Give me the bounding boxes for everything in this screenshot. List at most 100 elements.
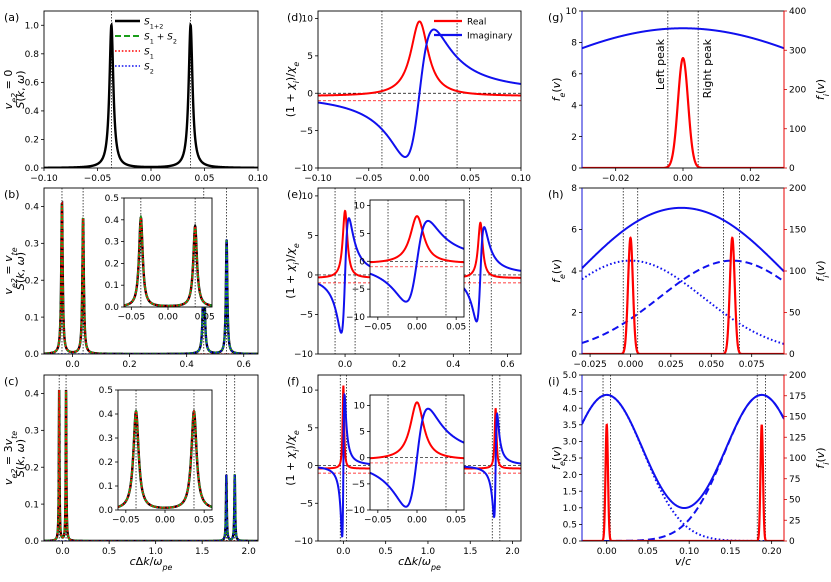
y-axis-label: (1 + χi)/χe xyxy=(284,243,301,299)
y-tick-label: 0.0 xyxy=(99,506,114,516)
x-tick-label: 0.0 xyxy=(336,547,351,557)
panel-a: −0.10 −0.05 0.00 0.05 0.10 0.0 0.2 0.4 0.6 0.8 1.0… xyxy=(2,10,268,184)
inset-real-line xyxy=(370,215,464,264)
x-tick-label: 0.5 xyxy=(379,547,393,557)
y-tick-label: 2.5 xyxy=(563,454,577,464)
electron-component-line xyxy=(582,259,784,344)
y-axis-label: S(k, ω) xyxy=(14,439,27,477)
label-part: χ xyxy=(284,248,297,256)
x-axis-label: v/c xyxy=(675,555,691,568)
x-tick-label: 0.5 xyxy=(102,547,116,557)
y-tick-label-right: 200 xyxy=(789,86,806,96)
y-tick-label: −5 xyxy=(352,285,365,295)
axes-frame xyxy=(317,374,522,542)
x-tick-label: 0.2 xyxy=(392,360,406,370)
y-tick-label: 8 xyxy=(571,39,577,49)
label-part: pe xyxy=(430,563,441,572)
label-part: ( xyxy=(814,90,827,94)
label-part: c xyxy=(685,555,691,568)
label-part: k xyxy=(14,272,27,279)
y-tick-label-right: 150 xyxy=(789,226,806,236)
y-tick-label-right: 25 xyxy=(789,516,800,526)
label-part: )/ xyxy=(284,441,297,449)
y-tick-label: −10 xyxy=(294,164,313,174)
label-part: k xyxy=(14,90,27,97)
y-tick-label-right: 125 xyxy=(789,433,806,443)
y-axis-label-right: fi(v) xyxy=(814,260,831,281)
y-tick-label: 0.0 xyxy=(25,164,40,174)
x-tick-label: 0.10 xyxy=(248,174,268,184)
x-tick-label: 0.000 xyxy=(618,360,644,370)
real-part-line xyxy=(318,20,521,97)
y-tick-label: 2.0 xyxy=(563,471,578,481)
label-part: Δ xyxy=(404,555,412,568)
y-axis-label-right: fi(v) xyxy=(814,447,831,468)
y-tick-label-right: 200 xyxy=(789,184,806,194)
label-part: e2 xyxy=(10,93,19,103)
label-part: ω xyxy=(14,256,27,265)
label-part: f xyxy=(814,276,827,282)
y-tick-label: 5 xyxy=(359,428,365,438)
x-tick-label: 0.050 xyxy=(698,360,724,370)
panel-b: 0.0 0.2 0.4 0.60.00.10.20.30.4(b)S(k, ω)ve2… xyxy=(2,187,259,370)
y-tick-label: 0.3 xyxy=(25,426,39,436)
y-tick-label: −5 xyxy=(300,127,313,137)
label-part: e2 xyxy=(10,469,19,479)
y-tick-label: 0.1 xyxy=(105,281,119,291)
x-tick-label: 0.05 xyxy=(194,174,214,184)
y-tick-label: 2 xyxy=(571,133,577,143)
y-tick-label: 6 xyxy=(571,226,577,236)
x-tick-label: 0.4 xyxy=(446,360,461,370)
y-tick-label-right: 100 xyxy=(789,125,806,135)
label-part: ω xyxy=(422,555,431,568)
y-tick-label: −10 xyxy=(346,313,365,323)
y-tick-label: 0.3 xyxy=(25,239,39,249)
legend-part: S xyxy=(144,18,150,28)
x-tick-label: 0.0 xyxy=(338,360,353,370)
y-tick-label: 0.6 xyxy=(25,79,40,89)
legend-part: S xyxy=(167,33,173,43)
y-tick-label: 0.4 xyxy=(25,390,40,400)
label-part: )/ xyxy=(284,73,297,81)
y-tick-label: 1.0 xyxy=(563,504,578,514)
label-part: ( xyxy=(550,270,563,274)
x-tick-label: 0.0 xyxy=(55,547,70,557)
panel-label: (c) xyxy=(4,375,19,388)
x-tick-label: 0.00 xyxy=(597,547,617,557)
panel-label: (h) xyxy=(548,188,564,201)
label-part: = xyxy=(2,262,15,278)
panel-label: (f) xyxy=(287,375,299,388)
inset-c: −0.05 0.00 0.05 0.0 0.1 0.2 0.3 0.4 0.5 xyxy=(99,386,215,526)
label-part: / xyxy=(681,555,685,568)
y-tick-label-right: 150 xyxy=(789,413,806,423)
x-tick-label: −0.05 xyxy=(364,323,392,333)
y-tick-label: 5.0 xyxy=(563,371,578,381)
x-tick-label: 2.0 xyxy=(505,547,520,557)
y-tick-label: 1.0 xyxy=(25,21,40,31)
inset-b: −0.05 0.00 0.05 0.0 0.1 0.2 0.3 0.4 0.5 xyxy=(105,194,215,323)
y-tick-label: 3.5 xyxy=(563,421,577,431)
y-tick-label: 0.1 xyxy=(25,500,39,510)
y-tick-label: 0.0 xyxy=(25,537,40,547)
label-part: v xyxy=(2,438,15,445)
panel-h: −0.025 0.000 0.025 0.050 0.075 0 2 4 6 8 0 50 100 150… xyxy=(548,184,831,370)
x-tick-label: 0.2 xyxy=(122,360,136,370)
y-tick-label: 0.0 xyxy=(563,537,578,547)
annotation-right-peak: Right peak xyxy=(701,38,714,98)
y-tick-label: 0 xyxy=(307,271,313,281)
label-part: ( xyxy=(550,88,563,92)
legend-part: 1 xyxy=(150,53,154,61)
x-tick-label: 0.15 xyxy=(720,547,740,557)
label-part: )/ xyxy=(284,254,297,262)
inset-imaginary-line xyxy=(370,407,464,508)
label-part: χ xyxy=(284,83,297,91)
x-tick-label: 0.00 xyxy=(407,516,427,526)
y-tick-label: 3.0 xyxy=(563,438,578,448)
ion-distribution-line xyxy=(582,236,784,354)
x-tick-label: 0.05 xyxy=(195,313,215,323)
label-part: ) xyxy=(14,70,27,74)
label-part: ( xyxy=(14,279,27,283)
y-tick-label: −10 xyxy=(294,537,313,547)
